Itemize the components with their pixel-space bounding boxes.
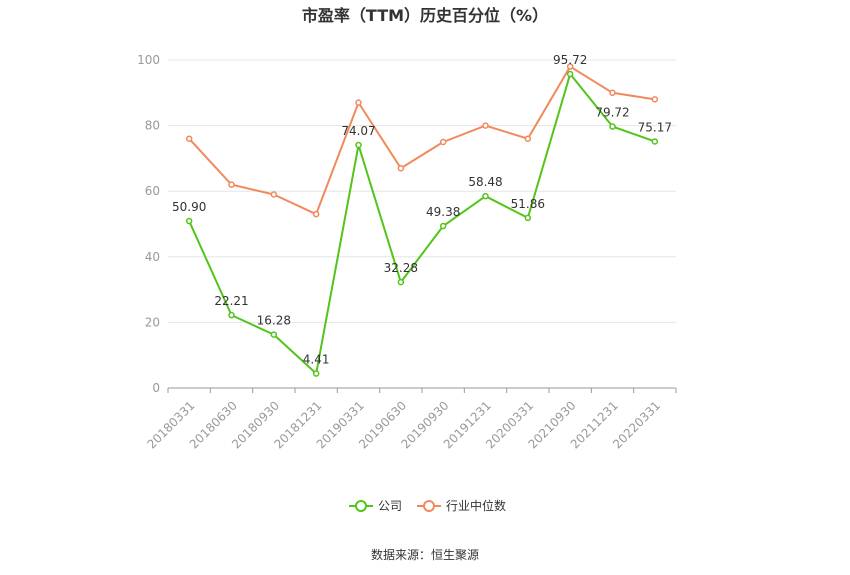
data-point xyxy=(185,135,193,142)
data-point xyxy=(270,191,278,198)
series-line-1 xyxy=(188,65,655,216)
data-label: 95.72 xyxy=(553,53,587,67)
data-point xyxy=(651,96,659,103)
data-point xyxy=(482,122,489,129)
y-tick-label: 60 xyxy=(145,184,160,198)
data-point xyxy=(185,217,193,225)
legend-item: 行业中位数 xyxy=(417,498,506,513)
data-point xyxy=(651,138,659,145)
legend-swatch-marker xyxy=(355,500,367,512)
data-point xyxy=(524,135,532,142)
y-tick-label: 40 xyxy=(145,250,160,264)
legend-label: 行业中位数 xyxy=(446,498,506,513)
data-source: 数据来源：恒生聚源 xyxy=(370,548,479,562)
data-point xyxy=(439,222,447,230)
data-point xyxy=(566,70,574,78)
data-point xyxy=(439,138,447,146)
legend-swatch-marker xyxy=(423,500,435,512)
data-point xyxy=(482,192,489,200)
data-point xyxy=(609,123,616,130)
y-tick-label: 20 xyxy=(145,315,160,329)
data-label: 49.38 xyxy=(426,205,460,219)
data-point xyxy=(397,164,405,172)
data-point xyxy=(524,214,532,222)
data-point xyxy=(228,311,235,319)
data-label: 74.07 xyxy=(341,124,375,138)
data-point xyxy=(312,210,320,218)
data-point xyxy=(355,141,362,149)
data-point xyxy=(270,331,278,338)
data-point xyxy=(609,89,616,97)
data-label: 50.90 xyxy=(172,200,206,214)
data-label: 51.86 xyxy=(511,197,545,211)
data-point xyxy=(397,278,405,286)
legend-label: 公司 xyxy=(378,499,402,513)
y-tick-label: 80 xyxy=(145,119,160,133)
series-line-0 xyxy=(188,73,656,375)
data-label: 58.48 xyxy=(468,175,502,189)
legend-item: 公司 xyxy=(349,499,402,513)
data-point xyxy=(566,63,574,70)
data-point xyxy=(228,181,235,188)
data-label: 16.28 xyxy=(257,314,291,328)
data-label: 32.28 xyxy=(384,261,418,275)
data-point xyxy=(312,370,320,377)
data-label: 79.72 xyxy=(595,106,629,120)
data-label: 75.17 xyxy=(638,120,672,134)
data-label: 4.41 xyxy=(303,353,330,367)
y-tick-label: 0 xyxy=(152,381,160,395)
chart-title: 市盈率（TTM）历史百分位（%） xyxy=(301,6,549,25)
y-tick-label: 100 xyxy=(137,53,160,67)
data-label: 22.21 xyxy=(214,294,248,308)
data-point xyxy=(355,99,362,106)
